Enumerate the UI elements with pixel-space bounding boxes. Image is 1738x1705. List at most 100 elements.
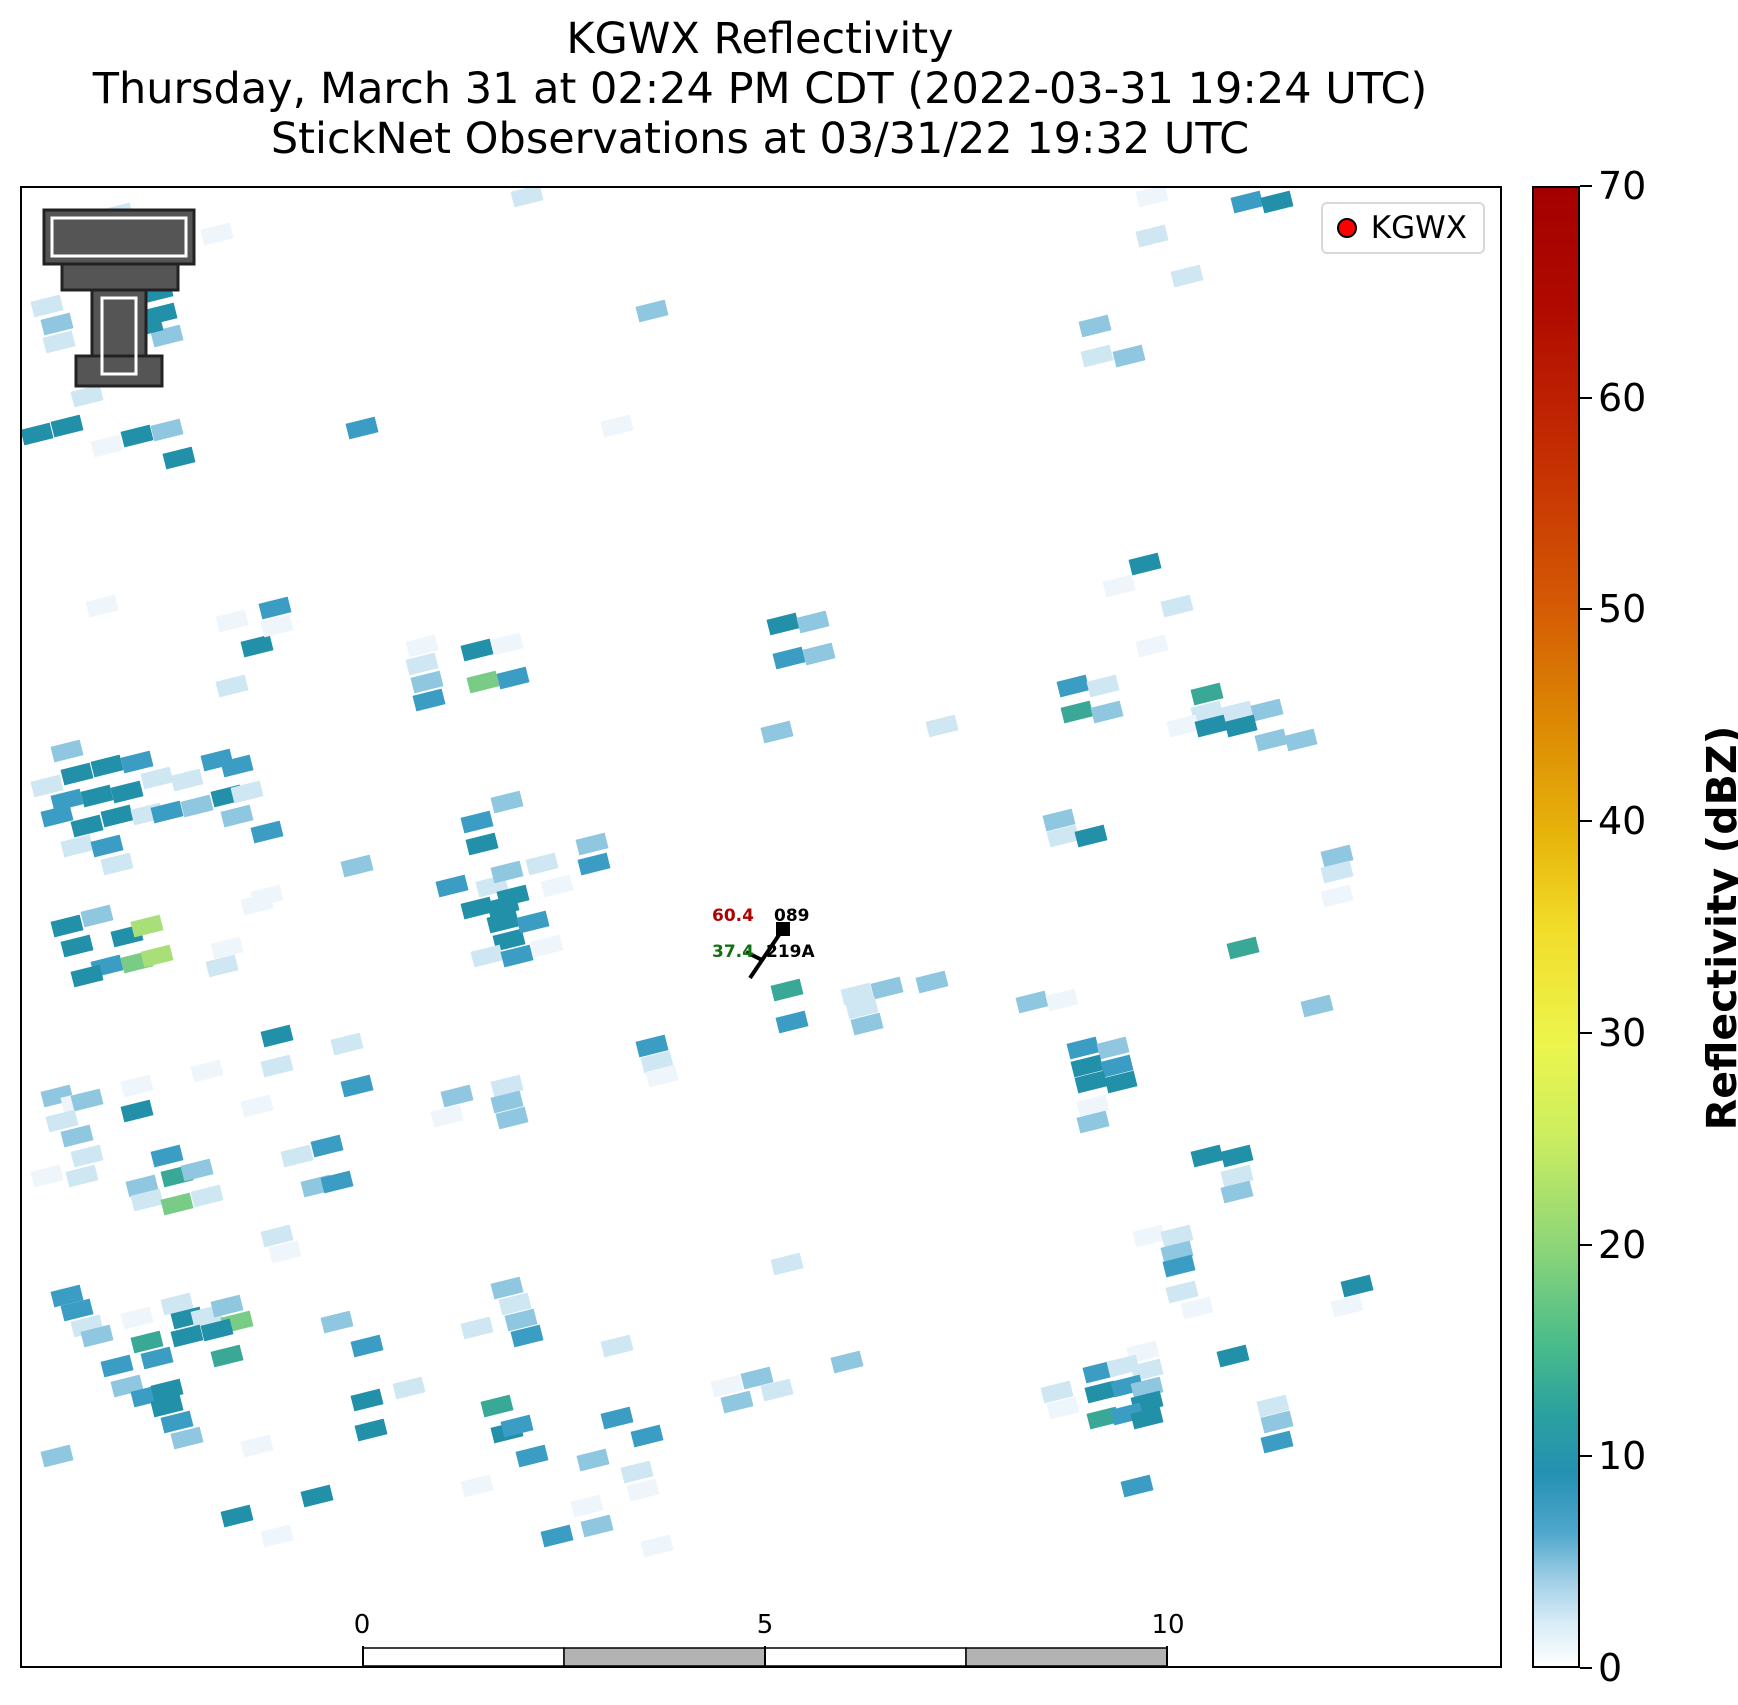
reflectivity-pixel xyxy=(340,1074,374,1098)
reflectivity-pixel xyxy=(350,1388,384,1412)
reflectivity-pixel xyxy=(100,804,134,828)
reflectivity-pixel xyxy=(770,978,804,1002)
reflectivity-pixel xyxy=(1260,1410,1294,1434)
reflectivity-pixel xyxy=(1135,634,1169,658)
reflectivity-pixel xyxy=(60,934,94,958)
scale-label-5: 5 xyxy=(756,1610,774,1640)
reflectivity-pixel xyxy=(740,1366,774,1390)
reflectivity-pixel xyxy=(1250,698,1284,722)
reflectivity-pixel xyxy=(45,1109,79,1133)
colorbar-tick-label: 60 xyxy=(1598,375,1647,420)
reflectivity-pixel xyxy=(830,1350,864,1374)
reflectivity-pixel xyxy=(130,1188,164,1212)
reflectivity-pixel xyxy=(492,928,526,952)
reflectivity-pixel xyxy=(1230,190,1264,214)
reflectivity-pixel xyxy=(260,1524,294,1548)
reflectivity-pixel xyxy=(1320,884,1354,908)
reflectivity-pixel xyxy=(210,1294,244,1318)
reflectivity-pixel xyxy=(150,418,184,442)
reflectivity-pixel xyxy=(340,854,374,878)
reflectivity-pixel xyxy=(490,632,524,656)
reflectivity-pixel xyxy=(170,1324,204,1348)
reflectivity-pixel xyxy=(60,1298,94,1322)
reflectivity-pixel xyxy=(120,750,154,774)
reflectivity-pixel xyxy=(80,784,114,808)
reflectivity-pixel xyxy=(710,1374,744,1398)
reflectivity-pixel xyxy=(30,1164,64,1188)
colorbar-title: Reflectivity (dBZ) xyxy=(1698,725,1738,1131)
reflectivity-pixel xyxy=(330,1032,364,1056)
reflectivity-pixel xyxy=(70,1144,104,1168)
reflectivity-pixel xyxy=(120,1099,154,1123)
reflectivity-pixel xyxy=(1132,1224,1166,1248)
reflectivity-pixel xyxy=(1160,1224,1194,1248)
reflectivity-pixel xyxy=(260,1024,294,1048)
reflectivity-pixel xyxy=(635,299,669,323)
reflectivity-pixel xyxy=(120,1306,154,1330)
reflectivity-pixel xyxy=(405,634,439,658)
reflectivity-pixel xyxy=(160,1292,194,1316)
reflectivity-pixel xyxy=(465,832,499,856)
reflectivity-pixel xyxy=(490,790,524,814)
colorbar-tick-label: 10 xyxy=(1598,1434,1647,1479)
station-dewpoint: 37.4 xyxy=(712,942,754,962)
reflectivity-pixel xyxy=(200,222,234,246)
reflectivity-pixel xyxy=(1084,1380,1118,1404)
reflectivity-pixel xyxy=(496,884,530,908)
reflectivity-pixel xyxy=(140,1346,174,1370)
reflectivity-pixel xyxy=(577,852,611,876)
reflectivity-pixel xyxy=(500,1414,534,1438)
reflectivity-pixel xyxy=(1320,844,1354,868)
reflectivity-pixel xyxy=(470,944,504,968)
reflectivity-pixel xyxy=(260,1224,294,1248)
reflectivity-pixel xyxy=(70,964,104,988)
colorbar-tick-label: 50 xyxy=(1598,587,1647,632)
reflectivity-pixel xyxy=(430,1104,464,1128)
reflectivity-pixel xyxy=(1330,1294,1364,1318)
reflectivity-pixel xyxy=(460,896,494,920)
colorbar-tick-mark xyxy=(1580,1031,1592,1034)
reflectivity-pixel xyxy=(1045,988,1079,1012)
reflectivity-pixel xyxy=(1166,714,1200,738)
reflectivity-pixel xyxy=(490,1090,524,1114)
reflectivity-pixel xyxy=(1194,714,1228,738)
reflectivity-pixel xyxy=(90,434,124,458)
reflectivity-pixel xyxy=(770,1252,804,1276)
reflectivity-pixel xyxy=(70,814,104,838)
reflectivity-pixel xyxy=(504,1308,538,1332)
reflectivity-pixel xyxy=(580,1514,614,1538)
colorbar-tick-label: 0 xyxy=(1598,1646,1623,1690)
reflectivity-pixel xyxy=(1190,1144,1224,1168)
reflectivity-pixel xyxy=(220,754,254,778)
reflectivity-pixel xyxy=(392,1376,426,1400)
colorbar-tick-mark xyxy=(1580,396,1592,399)
radar-map-panel: KGWX 60.4 089 37.4 219A 0 5 10 km xyxy=(20,186,1502,1668)
scale-bar: 0 5 10 km xyxy=(354,1610,1185,1666)
reflectivity-pixel xyxy=(645,1064,679,1088)
reflectivity-pixel xyxy=(1226,936,1260,960)
reflectivity-pixel xyxy=(796,610,830,634)
reflectivity-pixel xyxy=(525,852,559,876)
reflectivity-pixel xyxy=(80,904,114,928)
reflectivity-pixel xyxy=(600,1334,634,1358)
reflectivity-pixel xyxy=(1320,860,1354,884)
map-title: KGWX Reflectivity xyxy=(566,14,954,64)
reflectivity-pixel xyxy=(170,768,204,792)
reflectivity-pixel xyxy=(40,312,74,336)
reflectivity-pixel xyxy=(510,188,544,208)
reflectivity-pixel xyxy=(1040,1380,1074,1404)
reflectivity-pixel xyxy=(1070,1054,1104,1078)
reflectivity-pixel xyxy=(40,804,74,828)
reflectivity-pixel xyxy=(50,1284,84,1308)
reflectivity-pixel xyxy=(240,1434,274,1458)
reflectivity-pixel xyxy=(250,820,284,844)
colorbar-tick-mark xyxy=(1580,608,1592,611)
reflectivity-pixel xyxy=(260,614,294,638)
reflectivity-pixel xyxy=(90,754,124,778)
reflectivity-pixel xyxy=(460,810,494,834)
reflectivity-pixel xyxy=(630,1424,664,1448)
reflectivity-pixel xyxy=(760,720,794,744)
reflectivity-pixel xyxy=(720,1390,754,1414)
reflectivity-pixel xyxy=(30,294,64,318)
reflectivity-pixel xyxy=(345,416,379,440)
